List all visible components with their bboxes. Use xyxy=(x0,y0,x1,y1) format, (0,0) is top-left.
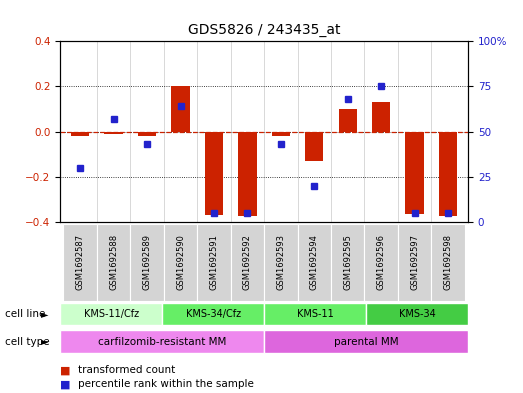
Text: carfilzomib-resistant MM: carfilzomib-resistant MM xyxy=(98,336,226,347)
Text: GSM1692596: GSM1692596 xyxy=(377,234,385,290)
Text: KMS-34: KMS-34 xyxy=(399,309,436,319)
Bar xyxy=(265,330,468,353)
Bar xyxy=(105,132,123,134)
Text: GSM1692594: GSM1692594 xyxy=(310,234,319,290)
Title: GDS5826 / 243435_at: GDS5826 / 243435_at xyxy=(188,24,340,37)
Text: transformed count: transformed count xyxy=(78,365,176,375)
Bar xyxy=(264,224,298,301)
Bar xyxy=(138,132,156,136)
Text: GSM1692589: GSM1692589 xyxy=(143,234,152,290)
Bar xyxy=(197,224,231,301)
Bar xyxy=(405,132,424,214)
Text: GSM1692588: GSM1692588 xyxy=(109,234,118,290)
Bar xyxy=(238,132,257,217)
Bar xyxy=(163,303,264,325)
Text: KMS-34/Cfz: KMS-34/Cfz xyxy=(186,309,241,319)
Text: cell line: cell line xyxy=(5,309,46,319)
Text: GSM1692595: GSM1692595 xyxy=(343,234,352,290)
Bar xyxy=(130,224,164,301)
Bar xyxy=(97,224,130,301)
Bar xyxy=(431,224,465,301)
Text: GSM1692587: GSM1692587 xyxy=(76,234,85,290)
Text: GSM1692592: GSM1692592 xyxy=(243,234,252,290)
Bar xyxy=(271,132,290,136)
Bar xyxy=(61,330,264,353)
Bar xyxy=(331,224,365,301)
Bar xyxy=(439,132,457,217)
Bar xyxy=(63,224,97,301)
Bar xyxy=(365,224,398,301)
Bar xyxy=(164,224,197,301)
Text: GSM1692590: GSM1692590 xyxy=(176,234,185,290)
Bar xyxy=(71,132,89,136)
Text: GSM1692598: GSM1692598 xyxy=(444,234,452,290)
Text: cell type: cell type xyxy=(5,336,50,347)
Bar xyxy=(172,86,190,132)
Bar xyxy=(338,109,357,132)
Bar xyxy=(61,303,162,325)
Bar xyxy=(372,102,390,132)
Text: KMS-11/Cfz: KMS-11/Cfz xyxy=(84,309,139,319)
Bar xyxy=(205,132,223,215)
Text: parental MM: parental MM xyxy=(334,336,399,347)
Text: ■: ■ xyxy=(60,365,71,375)
Text: ■: ■ xyxy=(60,379,71,389)
Text: ►: ► xyxy=(41,336,48,347)
Bar xyxy=(298,224,331,301)
Text: GSM1692593: GSM1692593 xyxy=(276,234,286,290)
Bar xyxy=(367,303,468,325)
Text: GSM1692591: GSM1692591 xyxy=(209,234,219,290)
Bar xyxy=(231,224,264,301)
Bar xyxy=(398,224,431,301)
Text: GSM1692597: GSM1692597 xyxy=(410,234,419,290)
Text: percentile rank within the sample: percentile rank within the sample xyxy=(78,379,254,389)
Bar xyxy=(265,303,366,325)
Bar xyxy=(305,132,323,161)
Text: KMS-11: KMS-11 xyxy=(297,309,334,319)
Text: ►: ► xyxy=(41,309,48,319)
